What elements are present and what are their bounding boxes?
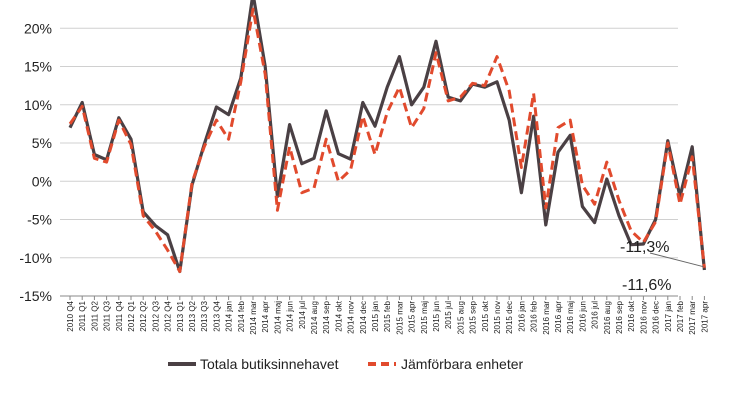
- x-tick-label: 2016 okt: [627, 300, 636, 331]
- series-line-totala: [68, 0, 706, 274]
- x-tick-label: 2017 apr: [700, 301, 709, 333]
- x-tick-label: 2014 jul: [298, 301, 307, 329]
- x-tick-label: 2017 mar: [688, 301, 697, 335]
- x-tick-label: 2011 Q4: [115, 300, 124, 331]
- x-tick-label: 2016 feb: [530, 300, 539, 332]
- y-tick-label: -5%: [27, 212, 52, 228]
- y-tick-label: 0%: [32, 173, 52, 189]
- x-tick-label: 2015 apr: [408, 301, 417, 333]
- y-tick-label: 5%: [32, 135, 52, 151]
- x-tick-label: 2013 Q1: [176, 300, 185, 331]
- annotations: -11,3% -11,6%: [620, 239, 704, 294]
- x-tick-label: 2017 feb: [676, 300, 685, 332]
- legend-label-jamforbara: Jämförbara enheter: [401, 356, 524, 372]
- x-tick-label: 2015 jan: [371, 301, 380, 332]
- legend: Totala butiksinnehavet Jämförbara enhete…: [168, 356, 524, 372]
- y-axis: -15% -10% -5% 0% 5% 10% 15% 20%: [19, 20, 52, 304]
- x-tick-label: 2014 okt: [334, 300, 343, 331]
- x-tick-label: 2015 mar: [395, 301, 404, 335]
- x-tick-label: 2015 feb: [383, 300, 392, 332]
- x-tick-label: 2011 Q2: [90, 300, 99, 331]
- y-tick-label: 10%: [24, 97, 52, 113]
- x-tick-label: 2013 Q3: [200, 300, 209, 331]
- x-tick-label: 2016 nov: [639, 301, 648, 334]
- annotation-label-jamforbara: -11,3%: [620, 239, 670, 256]
- x-tick-label: 2014 nov: [347, 301, 356, 334]
- x-tick-label: 2011 Q3: [103, 300, 112, 331]
- x-tick-label: 2016 apr: [554, 301, 563, 333]
- y-tick-label: 15%: [24, 59, 52, 75]
- x-tick-label: 2012 Q4: [164, 300, 173, 331]
- x-tick-label: 2014 dec: [359, 301, 368, 334]
- x-tick-label: 2016 aug: [603, 301, 612, 334]
- x-tick-label: 2014 maj: [273, 301, 282, 334]
- gridlines: [60, 27, 678, 297]
- x-tick-label: 2014 sep: [322, 300, 331, 333]
- x-tick-label: 2015 nov: [493, 301, 502, 334]
- x-tick-label: 2014 apr: [261, 301, 270, 333]
- x-tick-label: 2014 feb: [237, 300, 246, 332]
- x-tick-label: 2014 aug: [310, 301, 319, 334]
- x-tick-label: 2015 jun: [432, 301, 441, 332]
- x-tick-label: 2015 okt: [481, 300, 490, 331]
- x-tick-label: 2015 maj: [420, 301, 429, 334]
- y-tick-label: -10%: [19, 250, 52, 266]
- x-tick-label: 2012 Q1: [127, 300, 136, 331]
- x-axis: 2010 Q4 2011 Q1 2011 Q2 2011 Q3 2011 Q4 2012 …: [66, 296, 709, 335]
- annotation-leader-line: [649, 252, 704, 268]
- x-tick-label: 2016 dec: [652, 301, 661, 334]
- x-tick-label: 2011 Q1: [78, 300, 87, 331]
- x-tick-label: 2012 Q2: [139, 300, 148, 331]
- x-tick-label: 2016 jan: [517, 301, 526, 332]
- x-tick-label: 2013 Q2: [188, 300, 197, 331]
- x-tick-label: 2014 mar: [249, 301, 258, 335]
- annotation-label-totala: -11,6%: [622, 277, 672, 294]
- x-tick-label: 2012 Q3: [151, 300, 160, 331]
- legend-label-totala: Totala butiksinnehavet: [200, 356, 339, 372]
- x-tick-label: 2013 Q4: [212, 300, 221, 331]
- x-tick-label: 2015 dec: [505, 301, 514, 334]
- x-tick-label: 2010 Q4: [66, 300, 75, 331]
- x-tick-label: 2016 maj: [566, 301, 575, 334]
- x-tick-label: 2015 sep: [469, 300, 478, 333]
- x-tick-label: 2014 jan: [225, 301, 234, 332]
- x-tick-label: 2017 jan: [664, 301, 673, 332]
- y-tick-label: -15%: [19, 288, 52, 304]
- series-lines: [68, 0, 706, 274]
- x-tick-label: 2016 sep: [615, 300, 624, 333]
- x-tick-label: 2015 jul: [444, 301, 453, 329]
- series-line-jamforbara: [68, 7, 706, 273]
- y-tick-label: 20%: [24, 20, 52, 36]
- x-tick-label: 2016 mar: [542, 301, 551, 335]
- x-tick-label: 2016 jun: [578, 301, 587, 332]
- x-tick-label: 2015 aug: [456, 301, 465, 334]
- x-tick-label: 2014 jun: [286, 301, 295, 332]
- x-tick-label: 2016 jul: [591, 301, 600, 329]
